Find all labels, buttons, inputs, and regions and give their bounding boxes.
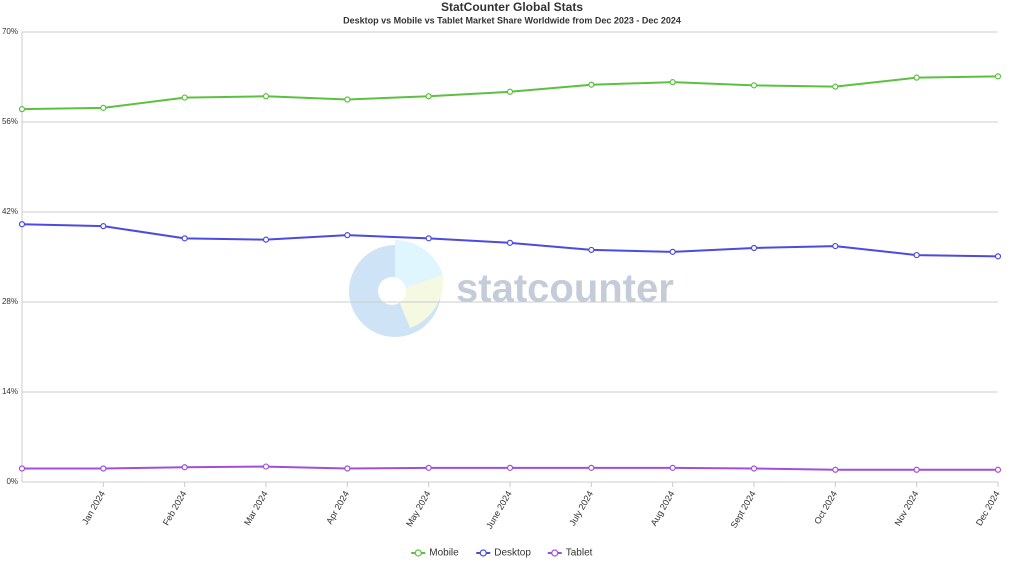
chart-title: StatCounter Global Stats — [441, 0, 583, 14]
x-tick-label: Dec 2024 — [974, 489, 1002, 527]
data-point — [832, 83, 839, 90]
x-tick-label: Apr 2024 — [324, 489, 351, 526]
y-tick-label: 14% — [2, 387, 18, 396]
data-point — [506, 239, 514, 246]
legend-marker — [479, 549, 487, 557]
x-tick-label: Aug 2024 — [649, 489, 677, 527]
data-point — [100, 223, 107, 230]
data-point — [913, 74, 920, 81]
watermark-text: statcounter — [456, 267, 674, 311]
chart-subtitle: Desktop vs Mobile vs Tablet Market Share… — [343, 15, 681, 25]
data-point — [425, 235, 432, 242]
x-tick-label: Mar 2024 — [242, 489, 270, 527]
data-point — [262, 236, 270, 243]
x-tick-label: May 2024 — [404, 489, 432, 528]
data-point — [181, 235, 188, 242]
data-point — [669, 464, 676, 471]
data-point — [669, 248, 676, 255]
data-point — [18, 221, 26, 228]
data-point — [750, 82, 758, 89]
data-point — [506, 464, 514, 471]
x-tick-label: Jan 2024 — [80, 489, 107, 526]
data-point — [832, 242, 839, 250]
data-point — [100, 104, 107, 111]
data-point — [425, 464, 432, 471]
legend-label: Desktop — [494, 548, 531, 559]
data-point — [750, 465, 758, 472]
x-tick-label: July 2024 — [567, 489, 595, 527]
data-point — [588, 464, 595, 471]
data-point — [344, 465, 351, 472]
data-point — [913, 251, 920, 259]
data-point — [588, 81, 595, 88]
legend-label: Tablet — [566, 548, 593, 559]
y-tick-label: 0% — [6, 477, 18, 486]
x-tick-label: Sept 2024 — [729, 489, 758, 530]
data-point — [994, 73, 1002, 80]
watermark-logo — [349, 240, 444, 337]
data-point — [18, 106, 26, 113]
x-tick-label: Nov 2024 — [893, 489, 921, 527]
data-point — [832, 466, 839, 473]
data-point — [181, 464, 188, 471]
y-tick-label: 70% — [2, 27, 18, 36]
data-point — [750, 244, 758, 252]
data-point — [994, 253, 1002, 260]
data-point — [425, 93, 432, 100]
x-tick-label: June 2024 — [484, 489, 514, 530]
y-tick-label: 42% — [2, 207, 18, 216]
data-point — [262, 93, 270, 100]
data-point — [181, 94, 188, 101]
data-point — [913, 466, 920, 473]
data-point — [669, 79, 676, 86]
legend-marker — [414, 549, 422, 557]
legend-marker — [551, 549, 559, 557]
legend-label: Mobile — [429, 548, 459, 559]
data-point — [262, 463, 270, 470]
y-tick-label: 56% — [2, 117, 18, 126]
data-point — [344, 96, 351, 103]
data-point — [18, 465, 26, 472]
data-point — [344, 232, 351, 239]
y-tick-label: 28% — [2, 297, 18, 306]
data-point — [506, 88, 514, 95]
data-point — [994, 466, 1002, 473]
x-tick-label: Feb 2024 — [161, 489, 189, 527]
x-tick-label: Oct 2024 — [812, 489, 839, 526]
data-point — [588, 246, 595, 254]
data-point — [100, 465, 107, 472]
